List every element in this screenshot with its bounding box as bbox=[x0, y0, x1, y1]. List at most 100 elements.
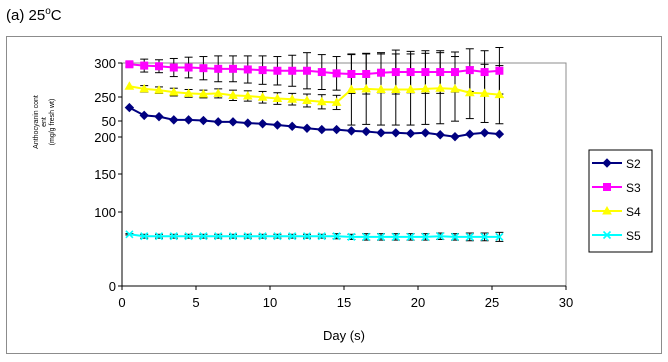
data-point-s3 bbox=[421, 68, 430, 77]
data-point-s5 bbox=[436, 232, 445, 241]
data-point-s4 bbox=[242, 90, 253, 100]
legend-label: S3 bbox=[626, 181, 641, 195]
data-point-s4 bbox=[464, 87, 475, 97]
data-point-s4 bbox=[213, 88, 224, 97]
legend-label: S2 bbox=[626, 157, 641, 171]
data-point-s2 bbox=[198, 115, 209, 126]
data-point-s5 bbox=[243, 232, 252, 241]
data-point-s3 bbox=[332, 69, 341, 78]
legend: S2 S3 S4 S5 bbox=[588, 149, 653, 253]
data-point-s2 bbox=[272, 120, 283, 130]
legend-marker bbox=[602, 230, 612, 240]
data-point-s2 bbox=[361, 126, 371, 137]
data-point-s5 bbox=[302, 232, 312, 241]
figure-caption: (a) 25oC bbox=[6, 6, 62, 24]
data-point-s5 bbox=[273, 232, 282, 241]
data-point-s3 bbox=[199, 64, 208, 73]
data-point-s5 bbox=[199, 232, 208, 241]
data-point-s5 bbox=[140, 232, 149, 241]
y-tick-label: 50 bbox=[102, 114, 116, 129]
data-point-s4 bbox=[124, 81, 135, 90]
data-point-s4 bbox=[154, 85, 164, 94]
data-point-s3 bbox=[125, 60, 134, 69]
data-point-s3 bbox=[169, 63, 178, 72]
series-lines bbox=[124, 60, 505, 241]
data-point-s3 bbox=[317, 68, 326, 77]
data-point-s5 bbox=[450, 232, 460, 241]
y-tick-label: 200 bbox=[94, 130, 116, 145]
data-point-s2 bbox=[331, 124, 342, 135]
data-point-s3 bbox=[288, 66, 297, 75]
data-point-s4 bbox=[331, 97, 342, 106]
data-point-s4 bbox=[435, 83, 446, 92]
data-point-s3 bbox=[377, 68, 385, 77]
data-point-s3 bbox=[243, 65, 252, 74]
data-point-s2 bbox=[154, 111, 164, 122]
series-line-s5 bbox=[129, 233, 500, 238]
data-point-s4 bbox=[139, 83, 150, 93]
data-point-s3 bbox=[495, 66, 504, 75]
data-point-s5 bbox=[406, 232, 415, 241]
data-point-s3 bbox=[406, 68, 415, 77]
data-point-s3 bbox=[465, 66, 474, 75]
data-point-s5 bbox=[169, 232, 178, 241]
data-point-s4 bbox=[405, 84, 416, 94]
data-point-s4 bbox=[390, 84, 401, 94]
data-point-s5 bbox=[317, 232, 326, 241]
y-axis-label-line: Anthocyanin cont bbox=[33, 95, 40, 149]
data-point-s4 bbox=[287, 94, 298, 103]
legend-box bbox=[588, 149, 653, 253]
data-point-s5 bbox=[154, 232, 164, 241]
data-point-s2 bbox=[183, 115, 194, 125]
legend-label: S4 bbox=[626, 205, 641, 219]
legend-marker bbox=[602, 158, 612, 168]
data-point-s4 bbox=[228, 90, 238, 99]
x-axis-label: Day (s) bbox=[323, 328, 365, 343]
data-point-s4 bbox=[420, 83, 431, 93]
data-point-s2 bbox=[287, 121, 297, 132]
y-axis-label-line: (mg/g fresh wt) bbox=[49, 99, 56, 146]
data-point-s3 bbox=[155, 62, 163, 71]
data-point-s3 bbox=[362, 69, 371, 78]
data-point-s3 bbox=[480, 68, 489, 77]
data-point-s5 bbox=[125, 230, 134, 239]
data-point-s4 bbox=[494, 89, 505, 99]
data-point-s5 bbox=[465, 232, 474, 241]
data-point-s4 bbox=[346, 84, 357, 94]
data-point-s2 bbox=[420, 128, 431, 138]
data-point-s3 bbox=[140, 61, 149, 70]
plot-border bbox=[121, 62, 567, 287]
data-point-s3 bbox=[258, 66, 267, 75]
data-point-s2 bbox=[228, 117, 238, 127]
caption-degree: o bbox=[45, 6, 51, 17]
data-point-s2 bbox=[391, 128, 401, 138]
data-point-s2 bbox=[376, 128, 386, 138]
data-point-s5 bbox=[184, 232, 193, 241]
data-point-s3 bbox=[391, 68, 400, 77]
caption-unit: C bbox=[50, 7, 62, 24]
data-point-s3 bbox=[347, 69, 356, 78]
data-point-s2 bbox=[124, 102, 135, 113]
data-point-s2 bbox=[243, 118, 253, 128]
data-point-s4 bbox=[479, 88, 490, 97]
data-point-s3 bbox=[303, 66, 311, 75]
data-point-s2 bbox=[302, 123, 312, 133]
x-tick-label: 10 bbox=[263, 295, 277, 310]
data-point-s2 bbox=[213, 117, 223, 127]
data-point-s4 bbox=[198, 89, 209, 98]
y-tick-label: 150 bbox=[94, 167, 116, 182]
data-point-s4 bbox=[272, 93, 283, 103]
legend-marker bbox=[602, 205, 612, 215]
data-point-s5 bbox=[258, 232, 267, 241]
data-point-s2 bbox=[435, 130, 445, 140]
data-point-s4 bbox=[257, 92, 268, 101]
axes bbox=[118, 62, 567, 290]
legend-label: S5 bbox=[626, 229, 641, 243]
y-axis-label-line: ent bbox=[41, 117, 48, 127]
data-point-s3 bbox=[436, 68, 445, 77]
data-point-s2 bbox=[405, 128, 416, 139]
x-tick-label: 25 bbox=[485, 295, 499, 310]
legend-marker bbox=[603, 183, 611, 191]
data-point-s5 bbox=[214, 232, 223, 241]
